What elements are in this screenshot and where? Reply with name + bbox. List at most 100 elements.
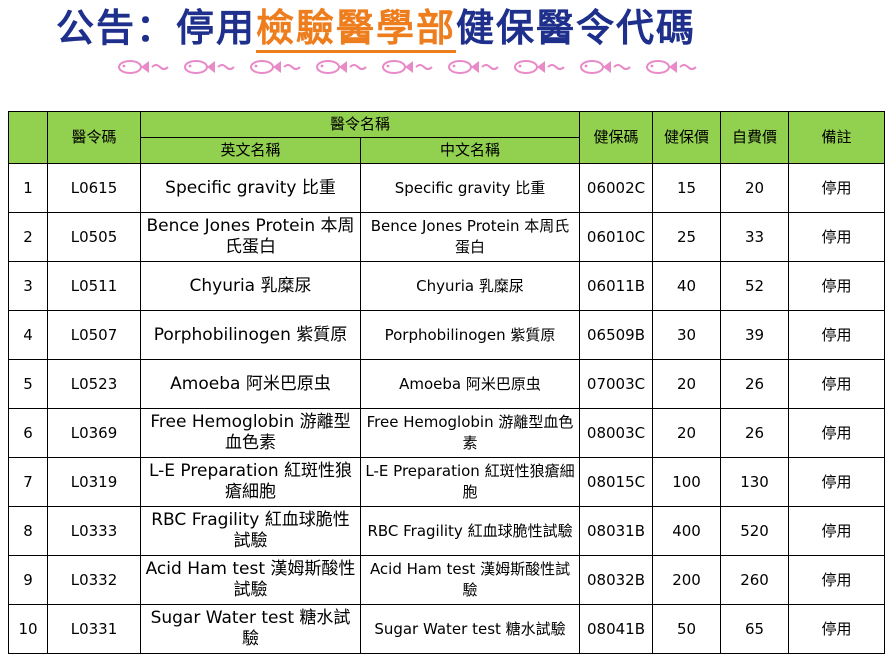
table-row: 3 L0511 Chyuria 乳糜尿 Chyuria 乳糜尿 06011B 40 52 停用: [8, 261, 886, 311]
cell-self-price: 39: [720, 310, 790, 360]
cell-nhi-price: 20: [652, 408, 722, 458]
cell-self-price: 52: [720, 261, 790, 311]
cell-note: 停用: [788, 457, 886, 507]
cell-index: 9: [8, 555, 48, 605]
cell-self-price: 33: [720, 212, 790, 262]
fish-icon: [316, 60, 367, 74]
table-row: 5 L0523 Amoeba 阿米巴原虫 Amoeba 阿米巴原虫 07003C 20 26…: [8, 359, 886, 409]
table-row: 9 L0332 Acid Ham test 漢姆斯酸性試驗 Acid Ham test…: [8, 555, 886, 605]
header-note: 備註: [788, 111, 886, 164]
cell-code: L0333: [47, 506, 141, 556]
cell-name-zh: L-E Preparation 紅斑性狼瘡細胞: [359, 457, 581, 507]
cell-code: L0523: [47, 359, 141, 409]
title-suffix: 健保醫令代碼: [456, 6, 697, 50]
cell-name-zh: Specific gravity 比重: [359, 163, 581, 213]
cell-nhi-code: 06010C: [579, 212, 654, 262]
cell-index: 2: [8, 212, 48, 262]
cell-nhi-price: 200: [652, 555, 722, 605]
page-title: 公告：停用檢驗醫學部健保醫令代碼: [56, 2, 696, 54]
cell-code: L0319: [47, 457, 141, 507]
cell-self-price: 20: [720, 163, 790, 213]
fish-icon: [514, 60, 565, 74]
header-name-en: 英文名稱: [140, 137, 361, 164]
cell-index: 10: [8, 604, 48, 654]
cell-nhi-price: 25: [652, 212, 722, 262]
cell-code: L0511: [47, 261, 141, 311]
cell-note: 停用: [788, 604, 886, 654]
cell-name-en: Specific gravity 比重: [140, 163, 361, 213]
cell-self-price: 65: [720, 604, 790, 654]
header-nhi-price: 健保價: [652, 111, 722, 164]
cell-note: 停用: [788, 408, 886, 458]
cell-nhi-code: 08015C: [579, 457, 654, 507]
cell-nhi-price: 40: [652, 261, 722, 311]
cell-note: 停用: [788, 506, 886, 556]
cell-note: 停用: [788, 163, 886, 213]
cell-nhi-price: 15: [652, 163, 722, 213]
table-row: 8 L0333 RBC Fragility 紅血球脆性試驗 RBC Fragility…: [8, 506, 886, 556]
fish-icon: [646, 60, 697, 74]
cell-nhi-code: 07003C: [579, 359, 654, 409]
header-index: [8, 111, 48, 164]
cell-index: 6: [8, 408, 48, 458]
cell-name-zh: Amoeba 阿米巴原虫: [359, 359, 581, 409]
cell-nhi-code: 06011B: [579, 261, 654, 311]
title-prefix: 公告：停用: [56, 6, 257, 50]
header-nhi-code: 健保碼: [579, 111, 654, 164]
fish-icon: [448, 60, 499, 74]
cell-nhi-code: 08031B: [579, 506, 654, 556]
cell-index: 5: [8, 359, 48, 409]
cell-name-zh: Free Hemoglobin 游離型血色素: [359, 408, 581, 458]
table-row: 2 L0505 Bence Jones Protein 本周氏蛋白 Bence Jon…: [8, 212, 886, 262]
cell-index: 8: [8, 506, 48, 556]
cell-name-en: Chyuria 乳糜尿: [140, 261, 361, 311]
table-row: 7 L0319 L-E Preparation 紅斑性狼瘡細胞 L-E Prepara…: [8, 457, 886, 507]
cell-name-zh: Sugar Water test 糖水試驗: [359, 604, 581, 654]
cell-code: L0507: [47, 310, 141, 360]
cell-name-zh: Chyuria 乳糜尿: [359, 261, 581, 311]
cell-index: 4: [8, 310, 48, 360]
cell-code: L0615: [47, 163, 141, 213]
cell-code: L0331: [47, 604, 141, 654]
cell-code: L0505: [47, 212, 141, 262]
cell-name-zh: Bence Jones Protein 本周氏蛋白: [359, 212, 581, 262]
table-row: 1 L0615 Specific gravity 比重 Specific gravit…: [8, 163, 886, 213]
cell-nhi-code: 06002C: [579, 163, 654, 213]
cell-name-en: Bence Jones Protein 本周氏蛋白: [140, 212, 361, 262]
cell-note: 停用: [788, 212, 886, 262]
cell-name-zh: Acid Ham test 漢姆斯酸性試驗: [359, 555, 581, 605]
cell-name-zh: Porphobilinogen 紫質原: [359, 310, 581, 360]
cell-name-zh: RBC Fragility 紅血球脆性試驗: [359, 506, 581, 556]
cell-self-price: 520: [720, 506, 790, 556]
cell-nhi-price: 400: [652, 506, 722, 556]
cell-self-price: 130: [720, 457, 790, 507]
cell-name-en: RBC Fragility 紅血球脆性試驗: [140, 506, 361, 556]
cell-index: 1: [8, 163, 48, 213]
cell-name-en: L-E Preparation 紅斑性狼瘡細胞: [140, 457, 361, 507]
cell-nhi-code: 08032B: [579, 555, 654, 605]
cell-note: 停用: [788, 261, 886, 311]
table-row: 4 L0507 Porphobilinogen 紫質原 Porphobilinogen…: [8, 310, 886, 360]
table-row: 6 L0369 Free Hemoglobin 游離型血色素 Free Hemoglo…: [8, 408, 886, 458]
cell-note: 停用: [788, 359, 886, 409]
cell-note: 停用: [788, 555, 886, 605]
cell-name-en: Porphobilinogen 紫質原: [140, 310, 361, 360]
fish-decoration-row: [112, 58, 700, 76]
cell-self-price: 26: [720, 359, 790, 409]
header-name-zh: 中文名稱: [359, 137, 581, 164]
cell-name-en: Acid Ham test 漢姆斯酸性試驗: [140, 555, 361, 605]
cell-nhi-price: 100: [652, 457, 722, 507]
fish-icon: [580, 60, 631, 74]
cell-code: L0369: [47, 408, 141, 458]
fish-icon: [250, 60, 301, 74]
fish-icon: [118, 60, 169, 74]
cell-nhi-code: 08003C: [579, 408, 654, 458]
code-table: 醫令碼 醫令名稱 健保碼 健保價 自費價 備註 英文名稱 中文名稱 1 L0615…: [8, 111, 886, 654]
header-code: 醫令碼: [47, 111, 141, 164]
cell-nhi-price: 20: [652, 359, 722, 409]
cell-code: L0332: [47, 555, 141, 605]
header-self-price: 自費價: [720, 111, 790, 164]
cell-name-en: Sugar Water test 糖水試驗: [140, 604, 361, 654]
cell-name-en: Free Hemoglobin 游離型血色素: [140, 408, 361, 458]
table-row: 10 L0331 Sugar Water test 糖水試驗 Sugar Water …: [8, 604, 886, 654]
